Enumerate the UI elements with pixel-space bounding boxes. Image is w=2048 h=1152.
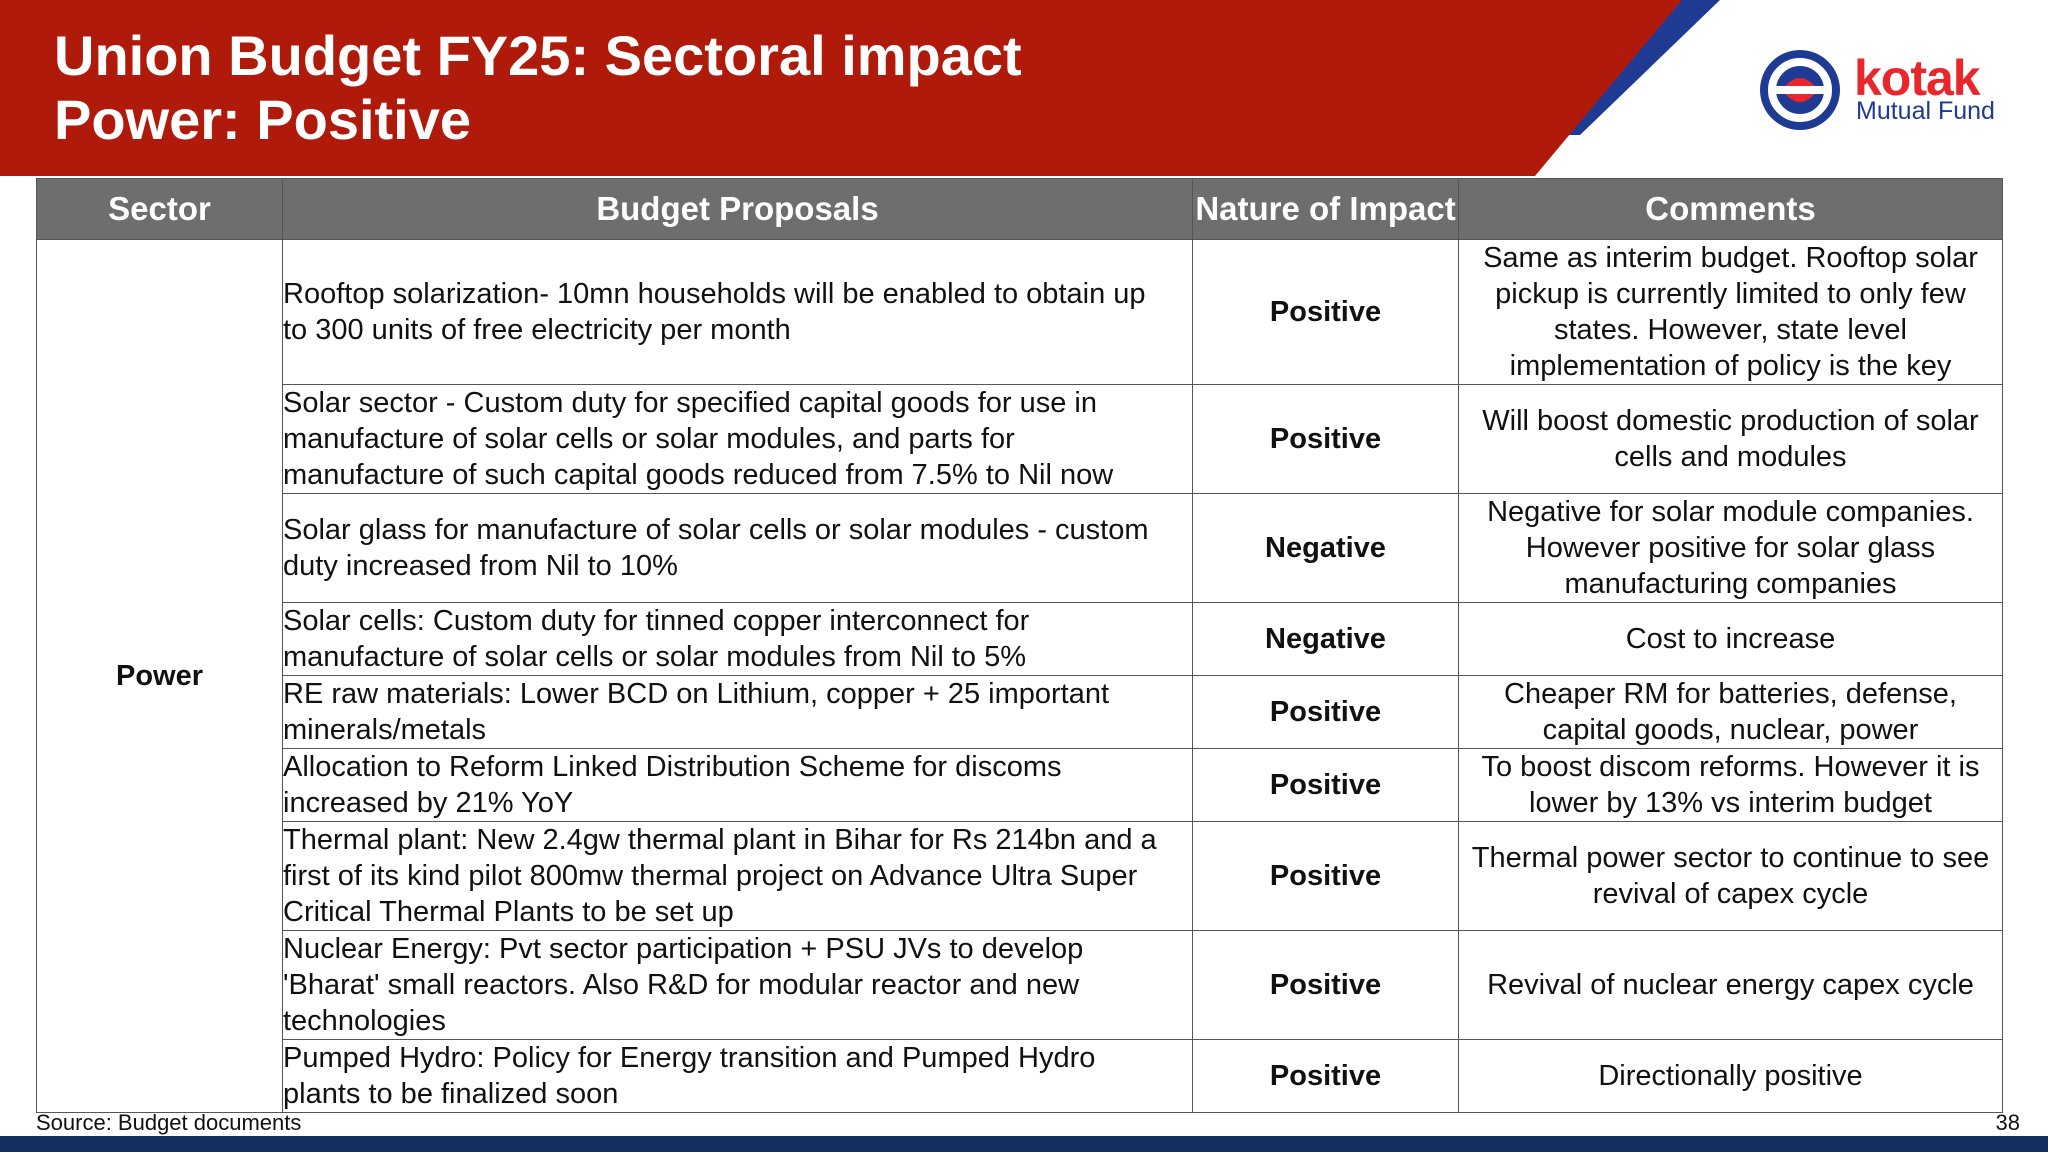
impact-cell: Negative [1192,493,1459,603]
comment-cell: Will boost domestic production of solar c… [1458,384,2003,494]
text-line: Same as interim budget. Rooftop solar [1483,242,1978,274]
header-nature-of-impact: Nature of Impact [1192,178,1459,240]
text-line: However positive for solar glass [1525,532,1936,564]
text-line: Thermal power sector to continue to see [1471,842,1990,874]
text-line: Solar glass for manufacture of solar cel… [283,514,1149,546]
footer-bar [0,1136,2048,1152]
proposal-cell: RE raw materials: Lower BCD on Lithium, … [282,675,1193,749]
sector-cell: Power [36,239,283,1113]
text-line: Cost to increase [1625,623,1836,655]
slide-title: Union Budget FY25: Sectoral impact [54,24,1022,87]
text-line: technologies [283,1005,446,1037]
text-line: lower by 13% vs interim budget [1529,787,1932,819]
text-line: manufacture of solar cells or solar modu… [283,423,1015,455]
text-line: Critical Thermal Plants to be set up [283,896,734,928]
text-line: cells and modules [1614,441,1847,473]
budget-impact-table: Sector Budget Proposals Nature of Impact… [36,178,2003,1113]
text-line: To boost discom reforms. However it is [1481,751,1980,783]
proposal-cell: Pumped Hydro: Policy for Energy transiti… [282,1039,1193,1113]
impact-cell: Positive [1192,1039,1459,1113]
impact-cell: Positive [1192,675,1459,749]
text-line: Negative for solar module companies. [1487,496,1974,528]
page-number: 38 [1995,1110,2020,1135]
text-line: duty increased from Nil to 10% [283,550,678,582]
text-line: to 300 units of free electricity per mon… [283,314,791,346]
text-line: capital goods, nuclear, power [1542,714,1919,746]
impact-cell: Positive [1192,748,1459,822]
text-line: manufacture of such capital goods reduce… [283,459,1114,491]
text-line: increased by 21% YoY [283,787,574,819]
text-line: RE raw materials: Lower BCD on Lithium, … [283,678,1110,710]
text-line: states. However, state level [1554,314,1907,346]
comment-cell: Same as interim budget. Rooftop solar pic… [1458,239,2003,385]
text-line: Pumped Hydro: Policy for Energy transiti… [283,1042,1096,1074]
table-row: Allocation to Reform Linked Distribution… [37,748,2003,822]
comment-cell: Thermal power sector to continue to see r… [1458,821,2003,931]
text-line: Rooftop solarization- 10mn households wi… [283,278,1146,310]
kotak-logo-icon [1760,50,1840,130]
table-row: Pumped Hydro: Policy for Energy transiti… [37,1039,2003,1113]
logo-subtitle: Mutual Fund [1856,97,1995,125]
slide-subtitle: Power: Positive [54,88,472,151]
text-line: implementation of policy is the key [1509,350,1952,382]
text-line: Will boost domestic production of solar [1482,405,1979,437]
impact-cell: Positive [1192,930,1459,1040]
table-row: Solar glass for manufacture of solar cel… [37,493,2003,603]
text-line: Allocation to Reform Linked Distribution… [283,751,1062,783]
text-line: first of its kind pilot 800mw thermal pr… [283,860,1138,892]
text-line: Revival of nuclear energy capex cycle [1487,969,1974,1001]
text-line: Directionally positive [1598,1060,1863,1092]
header-budget-proposals: Budget Proposals [282,178,1193,240]
comment-cell: Revival of nuclear energy capex cycle [1458,930,2003,1040]
table-header-row: Sector Budget Proposals Nature of Impact… [36,178,2003,240]
impact-cell: Positive [1192,821,1459,931]
table-row: Nuclear Energy: Pvt sector participation… [37,930,2003,1040]
comment-cell: Cheaper RM for batteries, defense, capita… [1458,675,2003,749]
impact-cell: Negative [1192,602,1459,676]
impact-cell: Positive [1192,384,1459,494]
text-line: manufacture of solar cells or solar modu… [283,641,1027,673]
proposal-cell: Solar sector - Custom duty for specified… [282,384,1193,494]
proposal-cell: Nuclear Energy: Pvt sector participation… [282,930,1193,1040]
table-row: Thermal plant: New 2.4gw thermal plant i… [37,821,2003,931]
text-line: Cheaper RM for batteries, defense, [1504,678,1957,710]
logo-wordmark: kotak [1854,50,1981,106]
proposal-cell: Thermal plant: New 2.4gw thermal plant i… [282,821,1193,931]
table-row: Solar cells: Custom duty for tinned copp… [37,602,2003,676]
proposal-cell: Allocation to Reform Linked Distribution… [282,748,1193,822]
text-line: revival of capex cycle [1592,878,1869,910]
text-line: minerals/metals [283,714,487,746]
text-line: Solar cells: Custom duty for tinned copp… [283,605,1030,637]
text-line: Solar sector - Custom duty for specified… [283,387,1097,419]
header-band [0,0,1720,176]
text-line: manufacturing companies [1564,568,1897,600]
header-sector: Sector [36,178,283,240]
proposal-cell: Rooftop solarization- 10mn households wi… [282,239,1193,385]
comment-cell: To boost discom reforms. However it is lo… [1458,748,2003,822]
table-body: Power Rooftop solarization- 10mn househol… [36,239,2003,1113]
table-row: RE raw materials: Lower BCD on Lithium, … [37,675,2003,749]
proposal-cell: Solar glass for manufacture of solar cel… [282,493,1193,603]
text-line: Thermal plant: New 2.4gw thermal plant i… [283,824,1157,856]
comment-cell: Negative for solar module companies. Howe… [1458,493,2003,603]
text-line: 'Bharat' small reactors. Also R&D for mo… [283,969,1080,1001]
text-line: pickup is currently limited to only few [1495,278,1966,310]
kotak-logo: kotak Mutual Fund [1752,48,2002,132]
impact-cell: Positive [1192,239,1459,385]
text-line: plants to be finalized soon [283,1078,619,1110]
comment-cell: Cost to increase [1458,602,2003,676]
table-row: Power Rooftop solarization- 10mn househol… [36,239,2003,1113]
comment-cell: Directionally positive [1458,1039,2003,1113]
table-row: Solar sector - Custom duty for specified… [37,384,2003,494]
source-note: Source: Budget documents [36,1110,302,1135]
proposal-cell: Solar cells: Custom duty for tinned copp… [282,602,1193,676]
header-comments: Comments [1458,178,2003,240]
text-line: Nuclear Energy: Pvt sector participation… [283,933,1084,965]
